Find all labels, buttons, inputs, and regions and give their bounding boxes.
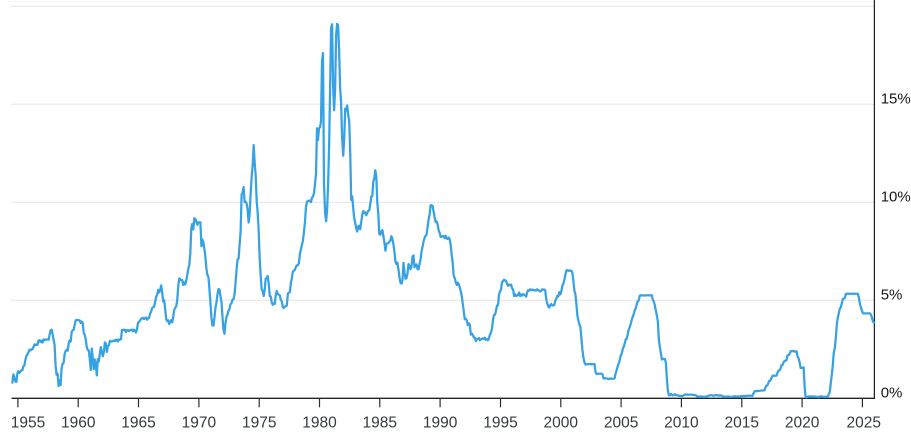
svg-text:1965: 1965: [121, 415, 155, 432]
svg-text:15%: 15%: [881, 90, 911, 107]
svg-text:2025: 2025: [847, 415, 881, 432]
svg-text:0%: 0%: [881, 385, 903, 402]
svg-text:1980: 1980: [302, 415, 337, 432]
svg-text:2020: 2020: [785, 415, 820, 432]
svg-text:1960: 1960: [61, 415, 96, 432]
svg-text:1975: 1975: [242, 415, 276, 432]
svg-text:1990: 1990: [423, 415, 458, 432]
svg-text:1995: 1995: [483, 415, 517, 432]
svg-text:1970: 1970: [182, 415, 217, 432]
svg-text:2015: 2015: [725, 415, 759, 432]
svg-text:2010: 2010: [664, 415, 699, 432]
svg-text:2005: 2005: [604, 415, 638, 432]
svg-text:1985: 1985: [363, 415, 397, 432]
svg-text:5%: 5%: [881, 286, 903, 303]
svg-text:1955: 1955: [11, 415, 45, 432]
svg-text:2000: 2000: [544, 415, 579, 432]
svg-text:10%: 10%: [881, 188, 911, 205]
